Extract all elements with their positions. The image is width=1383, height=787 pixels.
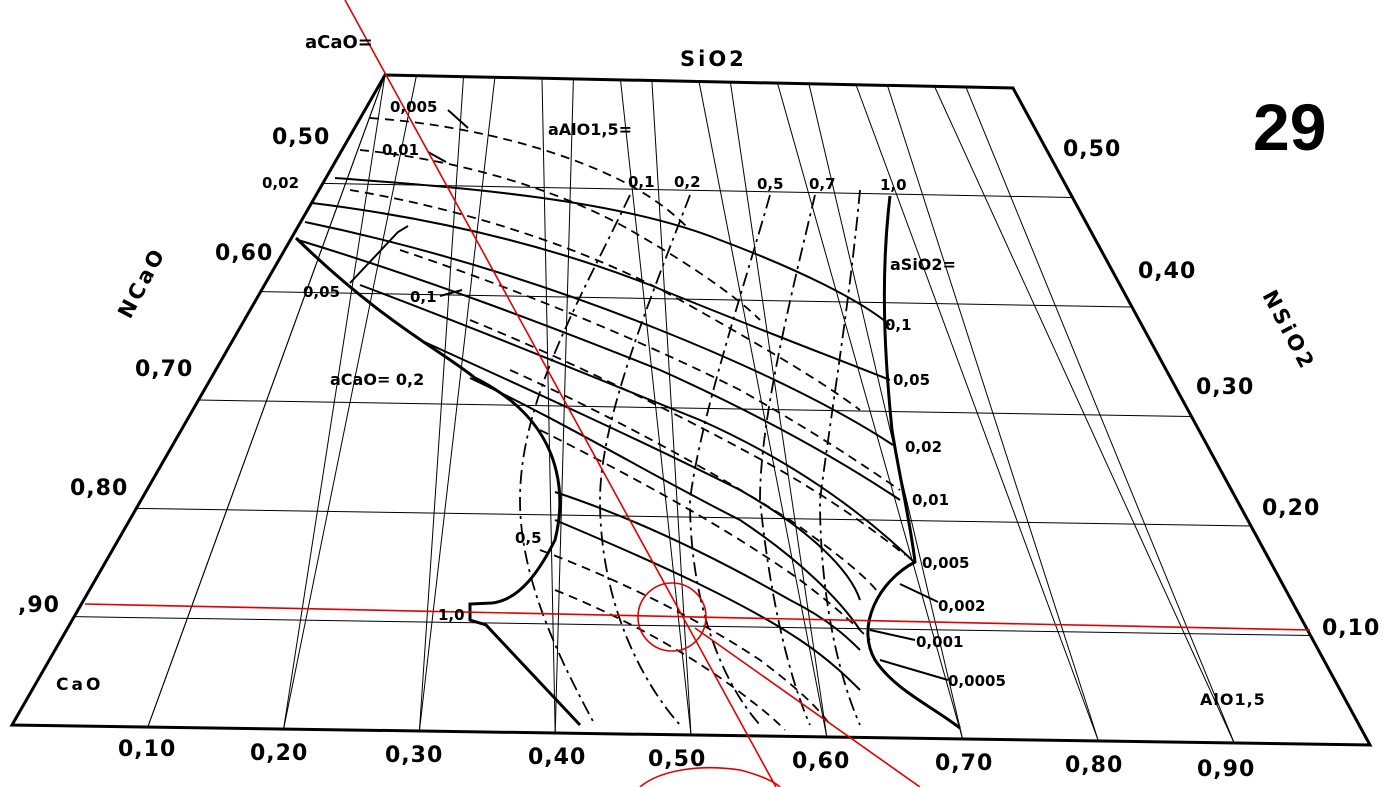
a-sio2-header-label: aSiO2= bbox=[890, 255, 956, 274]
a-cao-inline-label: aCaO= 0,2 bbox=[330, 370, 424, 389]
sio2-corner-label: SiO2 bbox=[680, 47, 747, 71]
bottom-tick-label: 0,50 bbox=[648, 747, 706, 772]
a-sio2-value-label: 0,1 bbox=[885, 316, 912, 334]
grid-line bbox=[260, 291, 1133, 308]
bottom-tick-label: 0,20 bbox=[250, 741, 308, 766]
a-sio2-value-label: 0,001 bbox=[916, 633, 963, 651]
a-sio2-value-label: 0,0005 bbox=[948, 672, 1006, 690]
grid-line bbox=[198, 399, 1192, 417]
a-alo-value-label: 0,5 bbox=[757, 175, 784, 193]
grid-line bbox=[934, 86, 1235, 744]
bottom-tick-label: 0,80 bbox=[1065, 753, 1123, 778]
a-alo-isolines bbox=[519, 189, 861, 726]
red-diagonal-line bbox=[344, 0, 777, 787]
grid-line bbox=[729, 82, 828, 738]
a-sio2-value-label: 0,05 bbox=[893, 371, 930, 389]
grid-line bbox=[620, 79, 692, 736]
left-tick-label: 0,60 bbox=[215, 241, 273, 266]
a-cao-value-label: 0,05 bbox=[303, 283, 340, 301]
right-tick-label: 0,40 bbox=[1138, 259, 1196, 284]
dashed-isolines bbox=[349, 117, 906, 731]
a-alo-header-label: aAlO1,5= bbox=[548, 120, 632, 139]
bottom-tick-label: 0,60 bbox=[792, 749, 850, 774]
bottom-tick-label: 0,70 bbox=[935, 751, 993, 776]
grid-line bbox=[136, 507, 1252, 527]
a-cao-value-label: 0,02 bbox=[262, 174, 299, 192]
grid-line bbox=[147, 74, 386, 728]
left-tick-label: 0,50 bbox=[272, 125, 330, 150]
a-sio2-value-label: 0,002 bbox=[938, 597, 985, 615]
cao-corner-label: CaO bbox=[56, 675, 103, 695]
grid-line bbox=[808, 83, 964, 740]
grid-line bbox=[541, 78, 556, 734]
a-sio2-value-label: 0,01 bbox=[912, 491, 949, 509]
left-tick-label: 0,80 bbox=[70, 476, 128, 501]
grid-line bbox=[777, 82, 964, 740]
a-cao-value-label: 0,01 bbox=[382, 141, 419, 159]
right-phase-boundary bbox=[866, 195, 961, 730]
a-alo-value-label: 1,0 bbox=[880, 176, 907, 194]
bottom-tick-label: 0,10 bbox=[118, 737, 176, 762]
a-alo-value-label: 0,2 bbox=[674, 173, 701, 191]
right-tick-label: 0,10 bbox=[1322, 616, 1380, 641]
diagram-frame bbox=[9, 73, 1373, 747]
figure-number: 29 bbox=[1253, 90, 1326, 164]
right-tick-label: 0,20 bbox=[1262, 496, 1320, 521]
right-tick-label: 0,30 bbox=[1196, 375, 1254, 400]
left-phase-boundary bbox=[294, 236, 582, 727]
leader-arrows bbox=[349, 109, 949, 681]
red-arc-marker bbox=[639, 766, 781, 787]
a-alo-value-label: 0,7 bbox=[809, 175, 836, 193]
grid-line bbox=[322, 182, 1073, 198]
a-cao-header-label: aCaO= bbox=[305, 32, 373, 53]
a-cao-10-label: 1,0 bbox=[438, 606, 465, 624]
right-axis-title: NSiO2 bbox=[1258, 286, 1320, 374]
a-sio2-value-label: 0,005 bbox=[922, 554, 969, 572]
a-cao-value-label: 0,1 bbox=[410, 288, 437, 306]
grid-line bbox=[283, 74, 386, 730]
left-axis-title: NCaO bbox=[113, 243, 170, 322]
a-alo-value-label: 0,1 bbox=[628, 173, 655, 191]
red-segment-line bbox=[694, 627, 921, 787]
left-tick-label: ,90 bbox=[18, 593, 60, 618]
bottom-tick-label: 0,40 bbox=[528, 745, 586, 770]
bottom-tick-label: 0,90 bbox=[1197, 757, 1255, 782]
bottom-tick-label: 0,30 bbox=[385, 743, 443, 768]
grid-line bbox=[283, 75, 417, 730]
red-horizontal-line bbox=[84, 603, 1311, 631]
grid-line bbox=[965, 86, 1235, 744]
left-tick-label: 0,70 bbox=[135, 357, 193, 382]
grid-line bbox=[74, 616, 1311, 636]
right-tick-label: 0,50 bbox=[1063, 137, 1121, 162]
a-sio2-value-label: 0,02 bbox=[905, 438, 942, 456]
grid-line bbox=[886, 85, 1099, 742]
red-circle-marker bbox=[637, 582, 707, 652]
grid-line bbox=[418, 76, 464, 732]
grid-line bbox=[418, 77, 496, 732]
red-annotations bbox=[84, 0, 1311, 787]
a-cao-05-label: 0,5 bbox=[515, 529, 542, 547]
a-cao-isolines bbox=[297, 177, 915, 691]
a-cao-value-label: 0,005 bbox=[390, 98, 437, 116]
alo-corner-label: AlO1,5 bbox=[1200, 690, 1266, 709]
grid-line bbox=[855, 84, 1099, 742]
grid-line bbox=[698, 81, 828, 738]
